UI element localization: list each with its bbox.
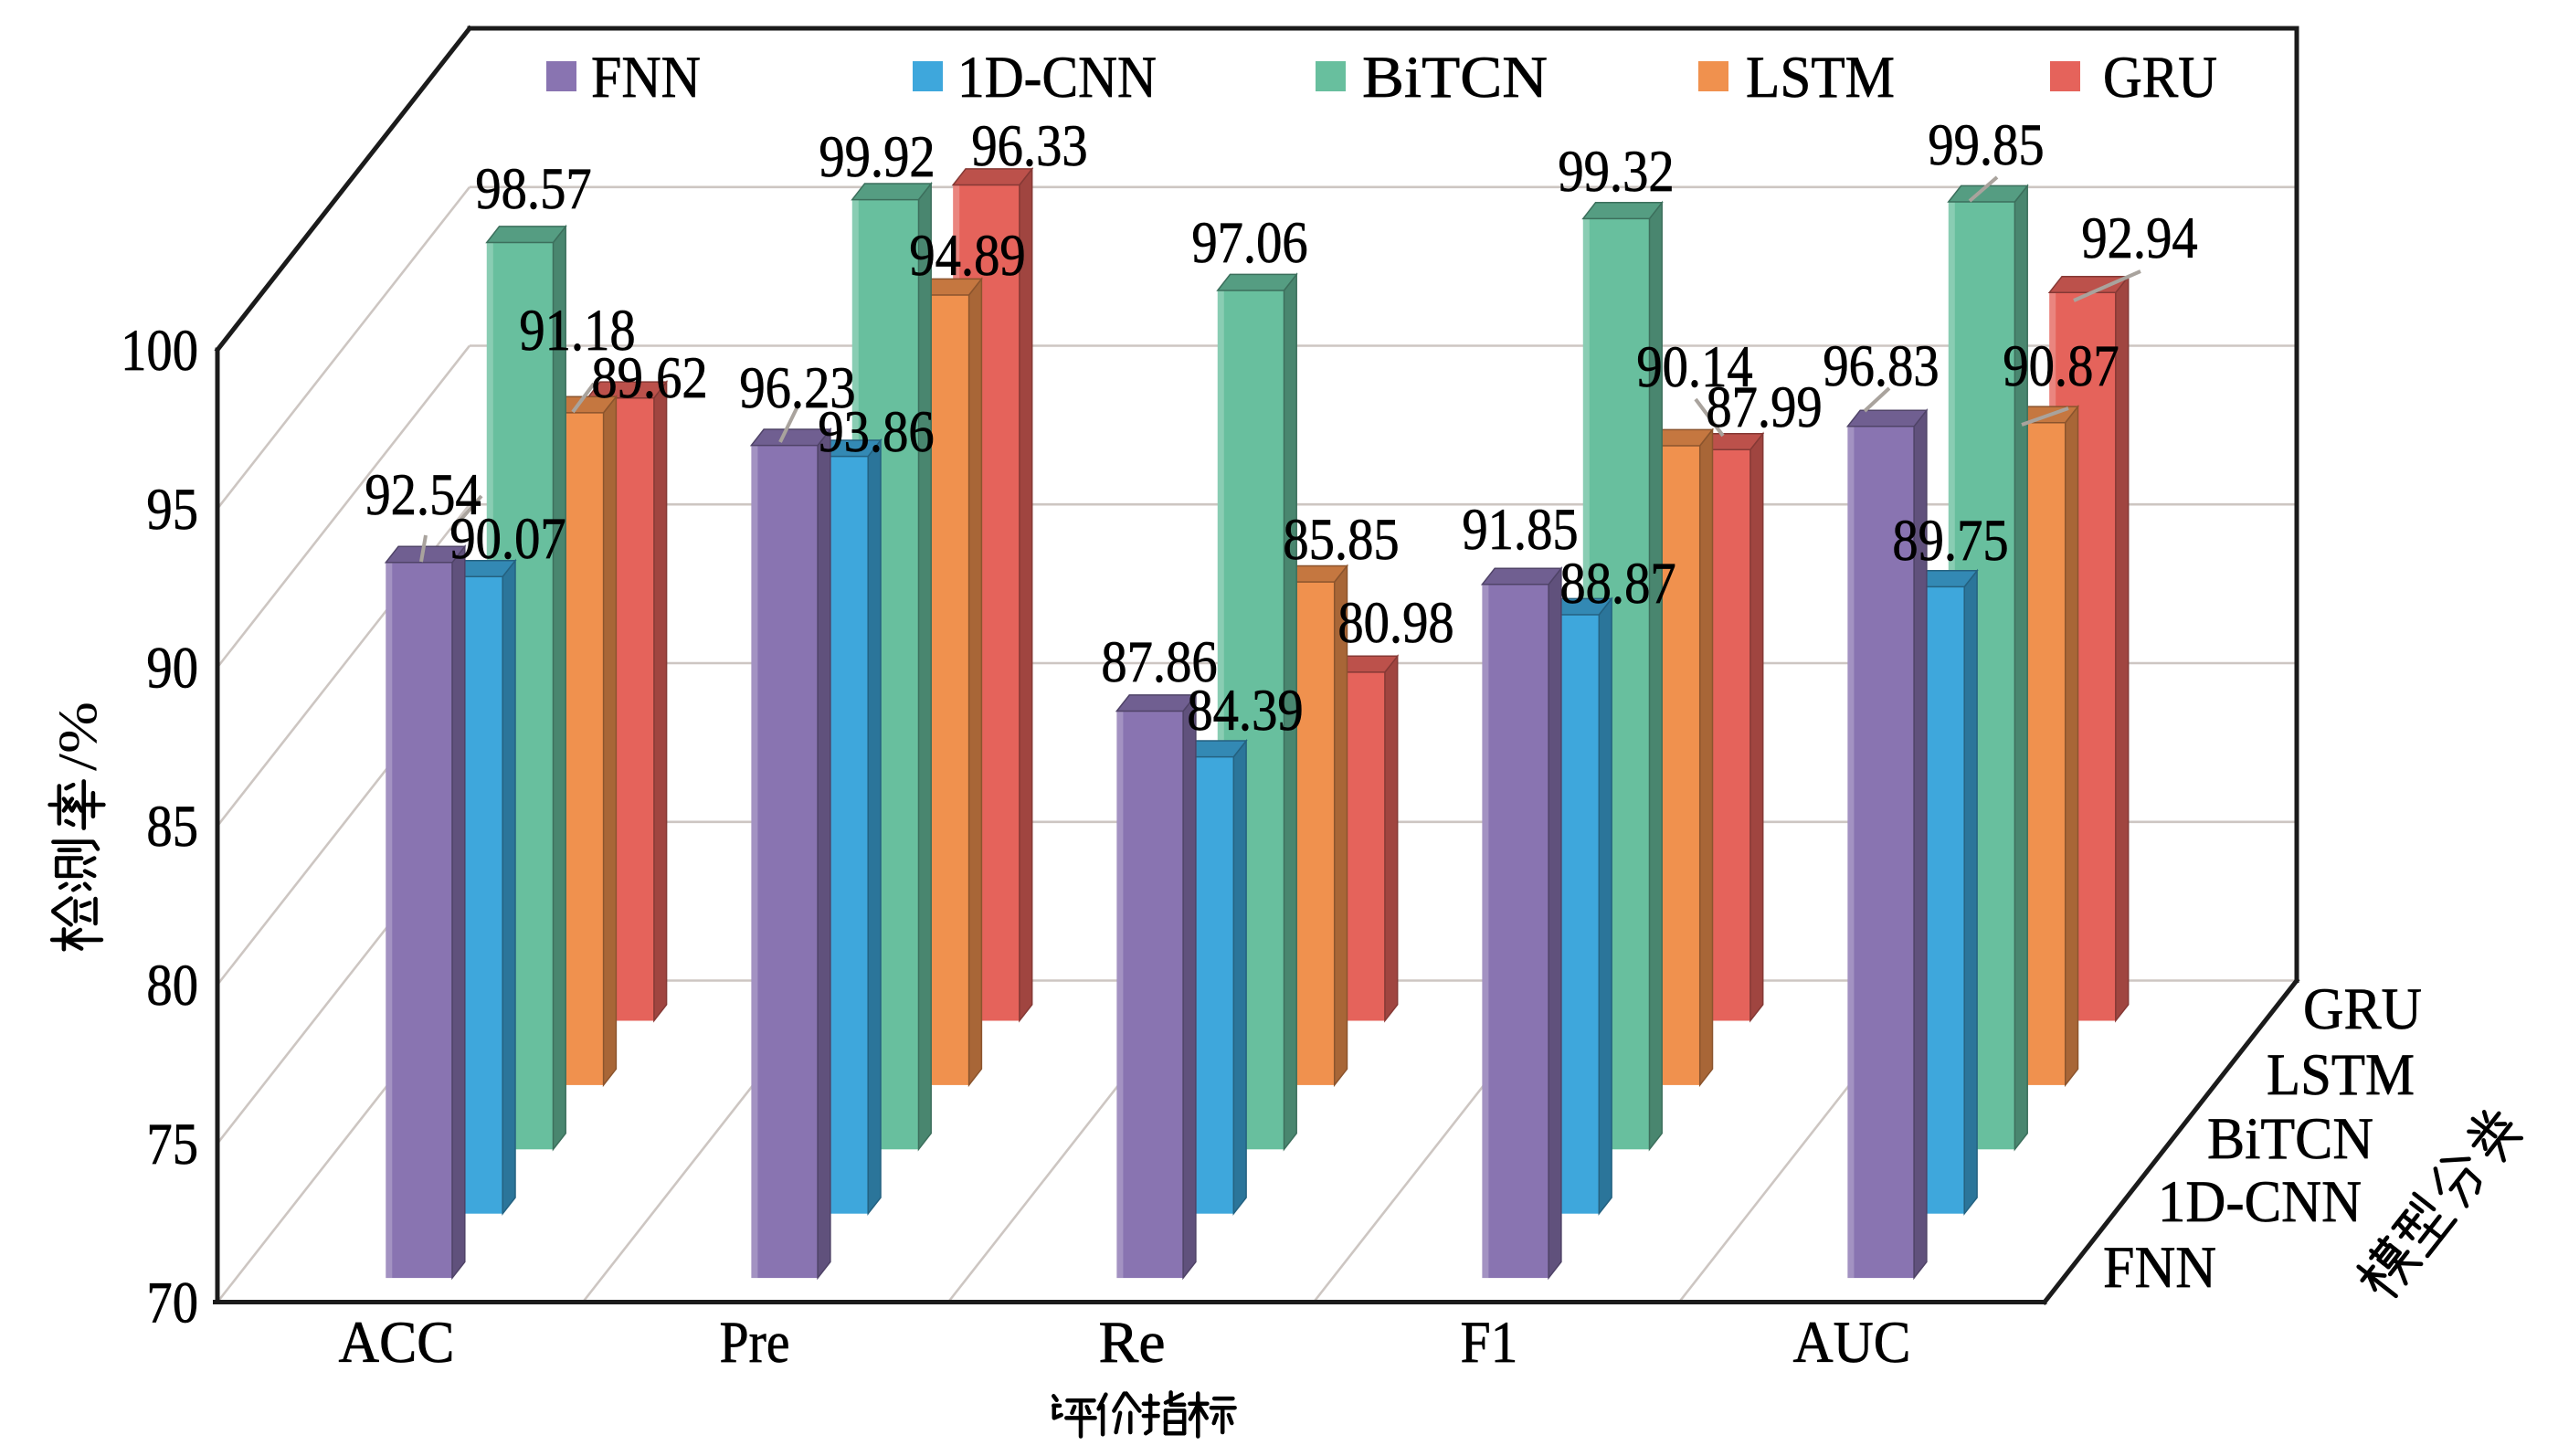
svg-text:GRU: GRU: [2103, 45, 2217, 111]
svg-text:Re: Re: [1099, 1310, 1166, 1376]
svg-text:84.39: 84.39: [1187, 678, 1303, 744]
svg-text:AUC: AUC: [1793, 1310, 1911, 1376]
svg-text:80.98: 80.98: [1337, 590, 1453, 656]
svg-text:93.86: 93.86: [818, 399, 934, 465]
svg-text:96.23: 96.23: [739, 355, 855, 421]
svg-text:/%: /%: [48, 702, 108, 771]
svg-text:87.86: 87.86: [1101, 629, 1217, 695]
svg-text:BiTCN: BiTCN: [2207, 1106, 2373, 1172]
svg-text:FNN: FNN: [2103, 1235, 2216, 1301]
svg-text:90.87: 90.87: [2003, 333, 2119, 399]
svg-text:ACC: ACC: [339, 1310, 455, 1376]
svg-text:LSTM: LSTM: [1746, 45, 1895, 111]
svg-text:F1: F1: [1461, 1310, 1518, 1376]
svg-text:GRU: GRU: [2303, 976, 2422, 1042]
svg-text:1D-CNN: 1D-CNN: [2158, 1169, 2362, 1235]
svg-text:89.75: 89.75: [1892, 508, 2008, 574]
svg-text:92.94: 92.94: [2081, 206, 2197, 271]
svg-text:91.85: 91.85: [1462, 497, 1578, 563]
svg-text:89.62: 89.62: [591, 345, 707, 411]
svg-text:95: 95: [146, 477, 198, 543]
svg-text:96.33: 96.33: [971, 113, 1087, 179]
svg-text:FNN: FNN: [591, 45, 701, 111]
svg-text:87.99: 87.99: [1706, 375, 1822, 440]
svg-text:Pre: Pre: [720, 1310, 790, 1376]
svg-text:70: 70: [146, 1271, 198, 1336]
svg-text:BiTCN: BiTCN: [1362, 45, 1548, 111]
svg-text:100: 100: [121, 318, 198, 384]
svg-text:75: 75: [146, 1112, 198, 1177]
svg-text:90.14: 90.14: [1636, 334, 1752, 400]
svg-text:96.83: 96.83: [1823, 333, 1939, 399]
svg-text:99.92: 99.92: [819, 124, 935, 190]
svg-text:LSTM: LSTM: [2267, 1042, 2415, 1108]
svg-text:98.57: 98.57: [475, 156, 591, 222]
svg-text:85.85: 85.85: [1283, 507, 1399, 573]
svg-text:91.18: 91.18: [519, 298, 635, 364]
svg-text:97.06: 97.06: [1191, 210, 1307, 276]
svg-text:85: 85: [146, 794, 198, 860]
svg-text:92.54: 92.54: [365, 462, 481, 528]
svg-text:99.85: 99.85: [1928, 112, 2044, 178]
svg-text:94.89: 94.89: [909, 223, 1025, 289]
svg-text:99.32: 99.32: [1558, 139, 1674, 205]
svg-text:1D-CNN: 1D-CNN: [957, 45, 1157, 111]
svg-text:80: 80: [146, 953, 198, 1018]
svg-text:90.07: 90.07: [449, 506, 566, 572]
svg-text:88.87: 88.87: [1559, 551, 1675, 617]
svg-text:90: 90: [146, 636, 198, 702]
